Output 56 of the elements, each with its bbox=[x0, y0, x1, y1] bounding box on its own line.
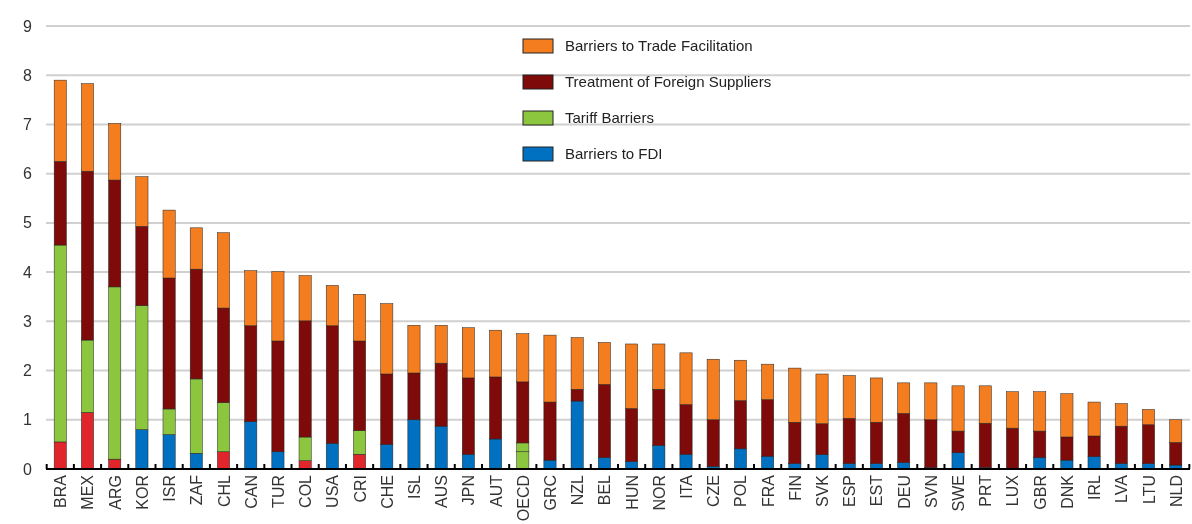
x-tick-label: SVK bbox=[814, 474, 832, 508]
x-tick-label: ARG bbox=[106, 475, 124, 510]
y-tick-label: 5 bbox=[23, 214, 33, 232]
x-tick-label: LTU bbox=[1140, 475, 1158, 505]
x-tick-label: ESP bbox=[841, 475, 859, 508]
x-tick-label: HUN bbox=[623, 475, 641, 510]
x-tick-label: FRA bbox=[759, 474, 777, 507]
legend-label: Treatment of Foreign Suppliers bbox=[565, 73, 772, 91]
x-tick-label: GRC bbox=[541, 475, 559, 511]
x-tick-label: AUT bbox=[487, 474, 505, 507]
y-tick-label: 1 bbox=[23, 411, 33, 429]
x-tick-label: USA bbox=[324, 474, 342, 508]
x-tick-label: COL bbox=[297, 474, 315, 508]
x-tick-label: EST bbox=[868, 474, 886, 507]
legend-label: Tariff Barriers bbox=[565, 109, 654, 127]
legend-label: Barriers to Trade Facilitation bbox=[565, 37, 753, 55]
x-tick-label: GBR bbox=[1031, 475, 1049, 510]
x-tick-label: CHE bbox=[378, 475, 396, 509]
x-tick-label: ZAF bbox=[188, 474, 206, 506]
x-tick-label: SVN bbox=[922, 475, 940, 508]
x-tick-label: POL bbox=[732, 474, 750, 508]
x-tick-label: NLD bbox=[1167, 475, 1185, 508]
x-tick-label: NZL bbox=[569, 474, 587, 506]
x-tick-label: OECD bbox=[514, 475, 532, 522]
x-tick-label: JPN bbox=[460, 475, 478, 506]
x-tick-label: KOR bbox=[133, 475, 151, 510]
x-tick-label: CRI bbox=[351, 475, 369, 503]
y-tick-label: 8 bbox=[23, 66, 33, 84]
x-tick-label: CHL bbox=[215, 474, 233, 508]
x-tick-label: LUX bbox=[1004, 474, 1022, 507]
x-tick-label: ITA bbox=[678, 474, 696, 499]
x-tick-label: LVA bbox=[1113, 474, 1131, 503]
x-tick-label: FIN bbox=[786, 475, 804, 501]
y-tick-label: 2 bbox=[23, 362, 33, 380]
x-tick-label: CAN bbox=[242, 475, 260, 509]
y-tick-label: 3 bbox=[23, 312, 33, 330]
y-tick-label: 0 bbox=[23, 460, 33, 478]
x-tick-label: IRL bbox=[1086, 474, 1104, 500]
x-tick-label: BEL bbox=[596, 474, 614, 506]
x-tick-label: DEU bbox=[895, 475, 913, 509]
legend-label: Barriers to FDI bbox=[565, 145, 663, 163]
x-tick-label: ISR bbox=[161, 475, 179, 502]
x-tick-label: ISL bbox=[405, 474, 423, 500]
y-tick-label: 9 bbox=[23, 17, 33, 35]
y-tick-label: 4 bbox=[23, 263, 33, 281]
x-tick-label: MEX bbox=[79, 474, 97, 510]
y-tick-label: 6 bbox=[23, 165, 33, 183]
x-tick-label: AUS bbox=[433, 475, 451, 508]
x-tick-label: SWE bbox=[950, 475, 968, 512]
x-tick-label: PRT bbox=[977, 474, 995, 507]
x-tick-label: DNK bbox=[1058, 474, 1076, 509]
x-tick-label: NOR bbox=[650, 475, 668, 511]
y-tick-label: 7 bbox=[23, 116, 33, 134]
x-tick-label: CZE bbox=[705, 475, 723, 507]
x-tick-label: BRA bbox=[52, 474, 70, 508]
x-tick-label: TUR bbox=[269, 475, 287, 508]
